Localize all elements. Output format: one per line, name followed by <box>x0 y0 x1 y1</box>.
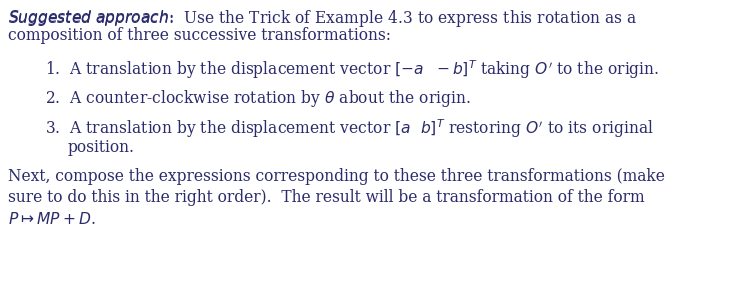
Text: position.: position. <box>68 139 135 156</box>
Text: $\it{Suggested\ approach}$:: $\it{Suggested\ approach}$: <box>8 8 174 27</box>
Text: $P \mapsto MP + D$.: $P \mapsto MP + D$. <box>8 211 96 228</box>
Text: 3.  A translation by the displacement vector $[a\ \ b]^T$ restoring $O'$ to its : 3. A translation by the displacement vec… <box>45 117 654 140</box>
Text: 2.  A counter-clockwise rotation by $\theta$ about the origin.: 2. A counter-clockwise rotation by $\the… <box>45 88 471 109</box>
Text: $\it{Suggested\ approach}$:  Use the Trick of Example 4.3 to express this rotati: $\it{Suggested\ approach}$: Use the Tric… <box>8 8 637 29</box>
Text: composition of three successive transformations:: composition of three successive transfor… <box>8 28 391 45</box>
Text: 1.  A translation by the displacement vector $[-a\ \ -b]^T$ taking $O'$ to the o: 1. A translation by the displacement vec… <box>45 59 660 81</box>
Text: sure to do this in the right order).  The result will be a transformation of the: sure to do this in the right order). The… <box>8 189 645 206</box>
Text: Next, compose the expressions corresponding to these three transformations (make: Next, compose the expressions correspond… <box>8 168 665 185</box>
